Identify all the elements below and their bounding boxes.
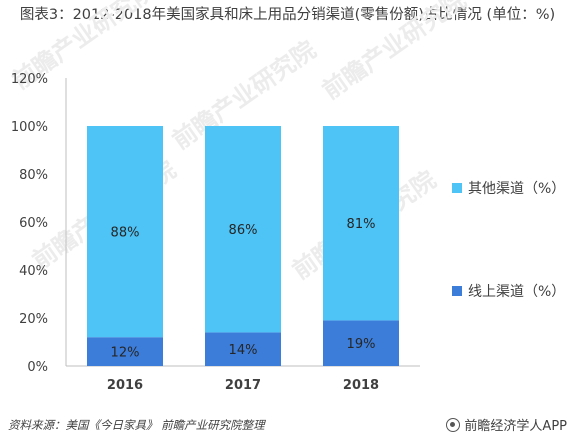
source-note: 资料来源：美国《今日家具》 前瞻产业研究院整理 <box>8 418 265 432</box>
bar-other <box>205 126 281 333</box>
bar-online <box>87 337 163 366</box>
x-tick-label: 2017 <box>225 378 261 393</box>
brand-logo-icon <box>446 417 461 432</box>
x-tick-label: 2018 <box>343 378 379 393</box>
bar-other <box>87 126 163 338</box>
data-label: 12% <box>111 346 140 361</box>
data-label: 14% <box>229 343 258 358</box>
chart-title: 图表3：2012-2018年美国家具和床上用品分销渠道(零售份额)占比情况 (单… <box>19 7 556 23</box>
bar-other <box>323 126 399 321</box>
data-label: 81% <box>347 217 376 232</box>
legend-label-other: 其他渠道（%） <box>468 181 566 197</box>
legend-item-online: 线上渠道（%） <box>452 281 565 301</box>
y-tick-label: 40% <box>19 264 48 279</box>
x-tick-label: 2016 <box>107 378 143 393</box>
legend-item-other: 其他渠道（%） <box>452 178 565 198</box>
data-label: 19% <box>347 337 376 352</box>
legend-swatch-other <box>452 183 462 193</box>
y-tick-label: 20% <box>19 312 48 327</box>
bar-online <box>323 320 399 366</box>
bar-online <box>205 332 281 366</box>
y-tick-label: 60% <box>19 216 48 231</box>
brand: 前瞻经济学人APP <box>446 415 567 434</box>
brand-label: 前瞻经济学人APP <box>464 419 567 434</box>
watermark-2: 前瞻产业研究院 <box>317 0 471 105</box>
y-tick-label: 0% <box>27 360 48 375</box>
data-label: 88% <box>111 226 140 241</box>
y-tick-label: 100% <box>11 120 48 135</box>
legend-label-online: 线上渠道（%） <box>468 284 566 300</box>
y-tick-label: 80% <box>19 168 48 183</box>
data-label: 86% <box>229 223 258 238</box>
y-tick-label: 120% <box>11 72 48 87</box>
legend-swatch-online <box>452 286 462 296</box>
